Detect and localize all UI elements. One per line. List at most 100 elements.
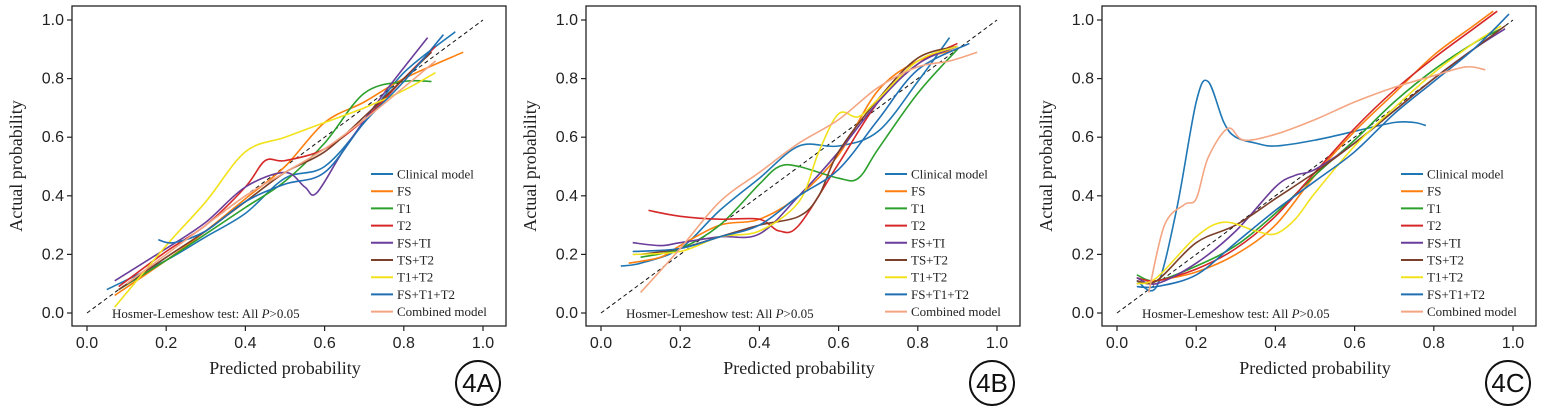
y-tick-label: 0.8 xyxy=(556,71,578,88)
series-line-t1-t2 xyxy=(632,45,958,256)
y-tick-label: 0.0 xyxy=(556,305,578,322)
series-line-t1-t2 xyxy=(1136,25,1502,285)
series-line-t1-t2 xyxy=(114,72,436,308)
plot-frame xyxy=(585,5,1021,327)
legend-entry: T1+T2 xyxy=(397,270,433,285)
legend-entry: TS+T2 xyxy=(911,253,948,268)
y-tick-label: 0.2 xyxy=(1072,246,1094,263)
series-group xyxy=(106,31,464,308)
legend-entry: FS+T1+T2 xyxy=(911,287,969,302)
legend-entry: T1 xyxy=(397,201,411,216)
y-tick-label: 1.0 xyxy=(556,12,578,29)
legend-entry: T1 xyxy=(1427,201,1441,216)
legend-entry: FS+T1+T2 xyxy=(1427,287,1485,302)
panel-label-badge xyxy=(969,360,1015,406)
y-axis-label: Actual probability xyxy=(1036,100,1056,231)
x-tick-label: 1.0 xyxy=(472,335,494,352)
series-line-combined-model xyxy=(1147,65,1486,293)
calibration-chart-4c: 0.0 0.0 0.2 0.2 0.4 0.4 0.6 0.6 0.8 0.8 1.0 1.0 Pred… xyxy=(1036,5,1537,406)
x-tick-label: 0.4 xyxy=(234,335,256,352)
y-tick-label: 0.2 xyxy=(556,246,578,263)
hosmer-lemeshow-annotation: Hosmer-Lemeshow test: All P>0.05 xyxy=(626,306,814,321)
y-tick-label: 0.8 xyxy=(42,71,64,88)
y-tick-label: 0.4 xyxy=(1072,188,1094,205)
x-axis-label: Predicted probability xyxy=(1239,358,1390,378)
y-axis-label: Actual probability xyxy=(6,100,26,231)
legend-entry: T1+T2 xyxy=(1427,270,1463,285)
legend-entry: Clinical model xyxy=(1427,167,1504,182)
series-group xyxy=(1136,10,1510,293)
y-tick-label: 0.6 xyxy=(556,129,578,146)
y-tick-label: 0.8 xyxy=(1072,71,1094,88)
legend-entry: FS+TI xyxy=(397,235,431,250)
legend-entry: FS+TI xyxy=(1427,235,1461,250)
x-tick-label: 0.4 xyxy=(748,335,770,352)
y-tick-label: 1.0 xyxy=(42,12,64,29)
series-line-fs-t1-t2 xyxy=(158,34,445,244)
legend-entry: FS xyxy=(1427,184,1441,199)
legend-entry: Clinical model xyxy=(397,167,474,182)
x-axis-label: Predicted probability xyxy=(723,358,874,378)
y-tick-label: 0.0 xyxy=(42,305,64,322)
legend-entry: TS+T2 xyxy=(1427,253,1464,268)
y-axis-label: Actual probability xyxy=(520,100,540,231)
y-tick-label: 0.6 xyxy=(42,129,64,146)
series-line-combined-model xyxy=(640,51,978,294)
legend-entry: TS+T2 xyxy=(397,253,434,268)
legend-entry: Combined model xyxy=(397,304,487,319)
legend-entry: Combined model xyxy=(911,304,1001,319)
series-line-fs-ti xyxy=(632,45,958,247)
x-tick-label: 0.8 xyxy=(393,335,415,352)
y-tick-label: 1.0 xyxy=(1072,12,1094,29)
legend-entry: Combined model xyxy=(1427,304,1517,319)
y-tick-label: 0.6 xyxy=(1072,129,1094,146)
y-tick-label: 0.0 xyxy=(1072,305,1094,322)
x-axis-label: Predicted probability xyxy=(209,358,360,378)
y-tick-label: 0.4 xyxy=(42,188,64,205)
x-tick-label: 1.0 xyxy=(986,335,1008,352)
panel-4b: 0.0 0.0 0.2 0.2 0.4 0.4 0.6 0.6 0.8 0.8 1.0 1.0 Pred… xyxy=(514,0,1030,407)
legend-entry: T2 xyxy=(911,218,925,233)
legend-entry: Clinical model xyxy=(911,167,988,182)
x-tick-label: 0.8 xyxy=(907,335,929,352)
plot-frame xyxy=(1101,5,1537,327)
legend-entry: T2 xyxy=(1427,218,1441,233)
calibration-chart-4a: 0.0 0.0 0.2 0.2 0.4 0.4 0.6 0.6 0.8 0.8 1.0 1.0 Pred… xyxy=(6,5,507,406)
series-line-ts-t2 xyxy=(1136,25,1506,285)
series-line-clinical-model xyxy=(1136,79,1427,292)
x-tick-label: 0.2 xyxy=(155,335,177,352)
panel-label: 4C xyxy=(1491,368,1524,398)
x-tick-label: 0.0 xyxy=(590,335,612,352)
legend: Clinical model FS T1 T2 FS+TI TS+T2 T1+T2 FS+T1… xyxy=(885,167,1001,319)
panel-label: 4A xyxy=(462,368,494,398)
panel-4c: 0.0 0.0 0.2 0.2 0.4 0.4 0.6 0.6 0.8 0.8 1.0 1.0 Pred… xyxy=(1030,0,1546,407)
legend: Clinical model FS T1 T2 FS+TI TS+T2 T1+T2 FS+T1… xyxy=(371,167,487,319)
y-tick-label: 0.2 xyxy=(42,246,64,263)
plot-frame xyxy=(71,5,507,327)
ideal-diagonal-line xyxy=(1116,19,1514,314)
series-line-t2 xyxy=(118,45,437,288)
legend-entry: FS+TI xyxy=(911,235,945,250)
series-line-t1 xyxy=(640,48,958,259)
panel-label-badge xyxy=(455,360,501,406)
series-line-fs-t1-t2 xyxy=(632,42,970,253)
hosmer-lemeshow-annotation: Hosmer-Lemeshow test: All P>0.05 xyxy=(1142,306,1330,321)
x-tick-label: 0.0 xyxy=(1106,335,1128,352)
legend-entry: FS+T1+T2 xyxy=(397,287,455,302)
y-tick-label: 0.4 xyxy=(556,188,578,205)
panel-4a: 0.0 0.0 0.2 0.2 0.4 0.4 0.6 0.6 0.8 0.8 1.0 1.0 Pred… xyxy=(0,0,516,407)
x-tick-label: 0.6 xyxy=(827,335,849,352)
legend: Clinical model FS T1 T2 FS+TI TS+T2 T1+T2 FS+T1… xyxy=(1401,167,1517,319)
legend-entry: FS xyxy=(397,184,411,199)
legend-entry: T1 xyxy=(911,201,925,216)
x-tick-label: 0.8 xyxy=(1423,335,1445,352)
series-line-combined-model xyxy=(126,60,437,285)
legend-entry: T1+T2 xyxy=(911,270,947,285)
x-tick-label: 0.2 xyxy=(1185,335,1207,352)
calibration-chart-4b: 0.0 0.0 0.2 0.2 0.4 0.4 0.6 0.6 0.8 0.8 1.0 1.0 Pred… xyxy=(520,5,1021,406)
hosmer-lemeshow-annotation: Hosmer-Lemeshow test: All P>0.05 xyxy=(112,306,300,321)
legend-entry: FS xyxy=(911,184,925,199)
x-tick-label: 0.6 xyxy=(1343,335,1365,352)
legend-entry: T2 xyxy=(397,218,411,233)
x-tick-label: 0.0 xyxy=(76,335,98,352)
